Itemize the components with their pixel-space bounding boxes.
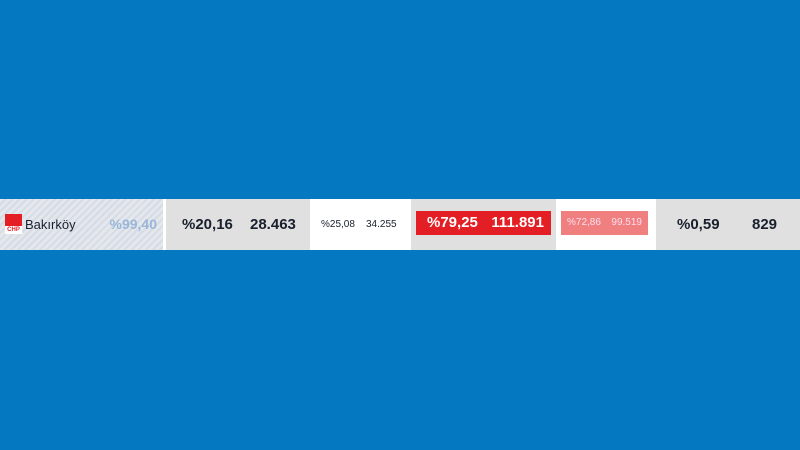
- district-cell: CHP Bakırköy %99,40: [0, 199, 163, 250]
- winner-prev-box: %72,86 99.519: [561, 211, 648, 235]
- candidate2-percent: %79,25: [427, 214, 478, 231]
- counted-percent: %99,40: [109, 216, 157, 232]
- other-percent: %0,59: [677, 216, 720, 233]
- candidate1-prev-percent: %25,08: [321, 219, 355, 230]
- other-cell: %0,59 829: [656, 199, 800, 250]
- winner-box: %79,25 111.891: [416, 211, 551, 235]
- candidate2-prev-cell: %72,86 99.519: [556, 199, 653, 250]
- candidate1-percent: %20,16: [182, 216, 233, 233]
- candidate1-prev-votes: 34.255: [366, 219, 397, 230]
- candidate1-votes: 28.463: [250, 216, 296, 233]
- candidate1-cell: %20,16 28.463: [166, 199, 310, 250]
- candidate2-prev-percent: %72,86: [567, 217, 601, 228]
- other-votes: 829: [752, 216, 778, 233]
- district-name: Bakırköy: [25, 217, 76, 232]
- candidate1-prev-cell: %25,08 34.255: [310, 199, 408, 250]
- candidate2-votes: 111.891: [491, 214, 544, 231]
- candidate2-cell: %79,25 111.891: [411, 199, 556, 250]
- candidate2-prev-votes: 99.519: [611, 217, 642, 228]
- district-result-row: CHP Bakırköy %99,40 %20,16 28.463 %25,08…: [0, 199, 800, 250]
- chp-logo-icon: CHP: [5, 214, 22, 234]
